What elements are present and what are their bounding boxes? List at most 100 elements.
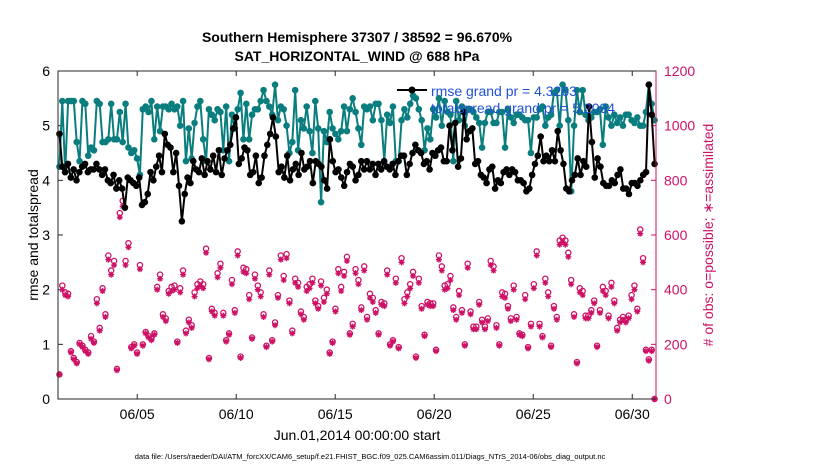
totalspread-point (312, 97, 319, 105)
rmse-point (155, 152, 163, 160)
rmse-point (432, 152, 439, 160)
totalspread-point (501, 144, 509, 151)
totalspread-point (122, 100, 129, 108)
rmse-point (386, 166, 394, 173)
rmse-point (375, 160, 382, 168)
rmse-point (110, 171, 117, 179)
rmse-point (394, 157, 402, 165)
obs-assimilated-point (634, 308, 641, 315)
y-tick-label-right-4: 800 (664, 172, 688, 188)
rmse-point (560, 160, 567, 168)
y-tick-label-left-1: 1 (42, 336, 50, 352)
rmse-point (557, 146, 564, 154)
totalspread-point (197, 97, 204, 105)
rmse-point (264, 141, 271, 149)
obs-assimilated-point (269, 338, 276, 345)
rmse-point (249, 168, 257, 176)
rmse-point (61, 168, 69, 176)
rmse-point (582, 163, 590, 170)
totalspread-point (335, 136, 342, 143)
obs-assimilated-point (533, 252, 540, 259)
obs-assimilated-point (260, 314, 267, 320)
y-tick-label-right-6: 1200 (664, 63, 695, 79)
rmse-point (320, 177, 328, 184)
rmse-point (275, 168, 282, 176)
rmse-point (380, 157, 388, 165)
rmse-point (449, 146, 456, 154)
rmse-point (637, 177, 644, 184)
legend-totalspread-label: totalspread grand pr = 5.2094 (431, 100, 615, 116)
obs-assimilated-point (579, 292, 586, 299)
obs-assimilated-point (637, 230, 644, 237)
obs-assimilated-point (272, 322, 279, 329)
obs-assimilated-point (447, 277, 454, 284)
obs-assimilated-point (522, 296, 529, 303)
obs-assimilated-point (217, 264, 224, 271)
rmse-point (548, 146, 556, 154)
obs-assimilated-point (90, 339, 97, 346)
totalspread-point (309, 149, 316, 157)
rmse-point (175, 182, 183, 190)
obs-assimilated-point (185, 319, 192, 326)
obs-assimilated-point (208, 308, 215, 315)
obs-assimilated-point (389, 338, 396, 345)
totalspread-point (243, 100, 250, 108)
obs-assimilated-point (387, 342, 394, 349)
obs-assimilated-point (309, 279, 316, 286)
rmse-point (340, 182, 348, 190)
x-tick-label-2: 06/15 (318, 406, 353, 422)
obs-assimilated-point (99, 288, 106, 295)
obs-assimilated-point (318, 282, 325, 289)
rmse-point (480, 174, 488, 181)
rmse-point (329, 157, 337, 165)
rmse-point (144, 190, 151, 198)
rmse-point (178, 218, 186, 225)
obs-assimilated-point (292, 279, 299, 286)
totalspread-point (317, 198, 325, 206)
rmse-point (349, 163, 357, 170)
totalspread-point (266, 103, 273, 110)
obs-assimilated-point (378, 301, 385, 308)
rmse-point (244, 146, 251, 154)
rmse-point (426, 166, 433, 173)
obs-assimilated-point (62, 292, 69, 299)
rmse-point (343, 168, 351, 176)
totalspread-point (248, 111, 256, 119)
totalspread-point (524, 116, 532, 124)
obs-assimilated-point (496, 342, 503, 349)
rmse-point (335, 166, 342, 173)
obs-assimilated-point (274, 294, 281, 301)
obs-assimilated-point (289, 330, 296, 337)
totalspread-point (507, 114, 515, 121)
totalspread-point (119, 138, 126, 146)
obs-assimilated-point (341, 273, 348, 279)
rmse-point (545, 157, 553, 165)
obs-assimilated-point (617, 319, 624, 326)
obs-assimilated-point (142, 330, 149, 337)
totalspread-point (383, 111, 391, 119)
rmse-point (406, 160, 413, 168)
obs-assimilated-point (145, 334, 152, 341)
obs-assimilated-point (435, 256, 442, 263)
totalspread-point (96, 100, 103, 108)
rmse-point (372, 171, 379, 179)
obs-assimilated-point (312, 300, 319, 307)
obs-assimilated-point (585, 315, 592, 322)
totalspread-point (245, 136, 253, 143)
rmse-point (594, 155, 601, 162)
obs-assimilated-point (85, 350, 92, 357)
obs-assimilated-point (171, 286, 178, 293)
rmse-point (457, 155, 465, 162)
rmse-point (95, 166, 103, 173)
totalspread-point (616, 114, 624, 121)
totalspread-point (498, 108, 506, 116)
totalspread-point (435, 95, 443, 102)
totalspread-point (438, 122, 446, 129)
totalspread-point (199, 136, 207, 143)
rmse-point (423, 157, 431, 165)
totalspread-point (639, 122, 647, 129)
obs-assimilated-point (415, 279, 422, 286)
totalspread-point (168, 100, 175, 108)
totalspread-point (429, 105, 437, 113)
